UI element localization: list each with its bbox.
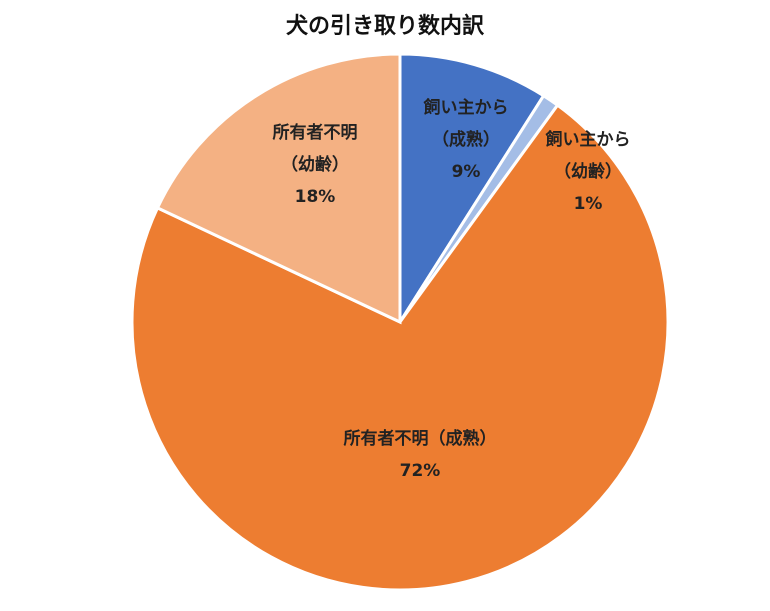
slice-label: 飼い主から（成熟） 9%: [419, 92, 514, 188]
pie-slice: [130, 103, 670, 592]
value-label: 1%: [573, 194, 603, 214]
category-label: 飼い主から（幼齢）: [545, 130, 631, 182]
chart-title: 犬の引き取り数内訳: [285, 14, 484, 39]
slice-label: 所有者不明（幼齢） 18%: [268, 117, 363, 213]
slice-label: 所有者不明（成熟） 72%: [310, 423, 530, 487]
value-label: 9%: [451, 162, 481, 182]
category-label: 飼い主から（成熟）: [423, 98, 509, 150]
value-label: 72%: [399, 461, 441, 481]
pie-slice: [155, 52, 402, 325]
category-label: 所有者不明（幼齢）: [272, 123, 358, 175]
pie-slice: [398, 52, 546, 328]
category-label: 所有者不明（成熟）: [343, 429, 497, 449]
value-label: 18%: [294, 187, 336, 207]
slice-label: 飼い主から（幼齢） 1%: [541, 124, 636, 220]
